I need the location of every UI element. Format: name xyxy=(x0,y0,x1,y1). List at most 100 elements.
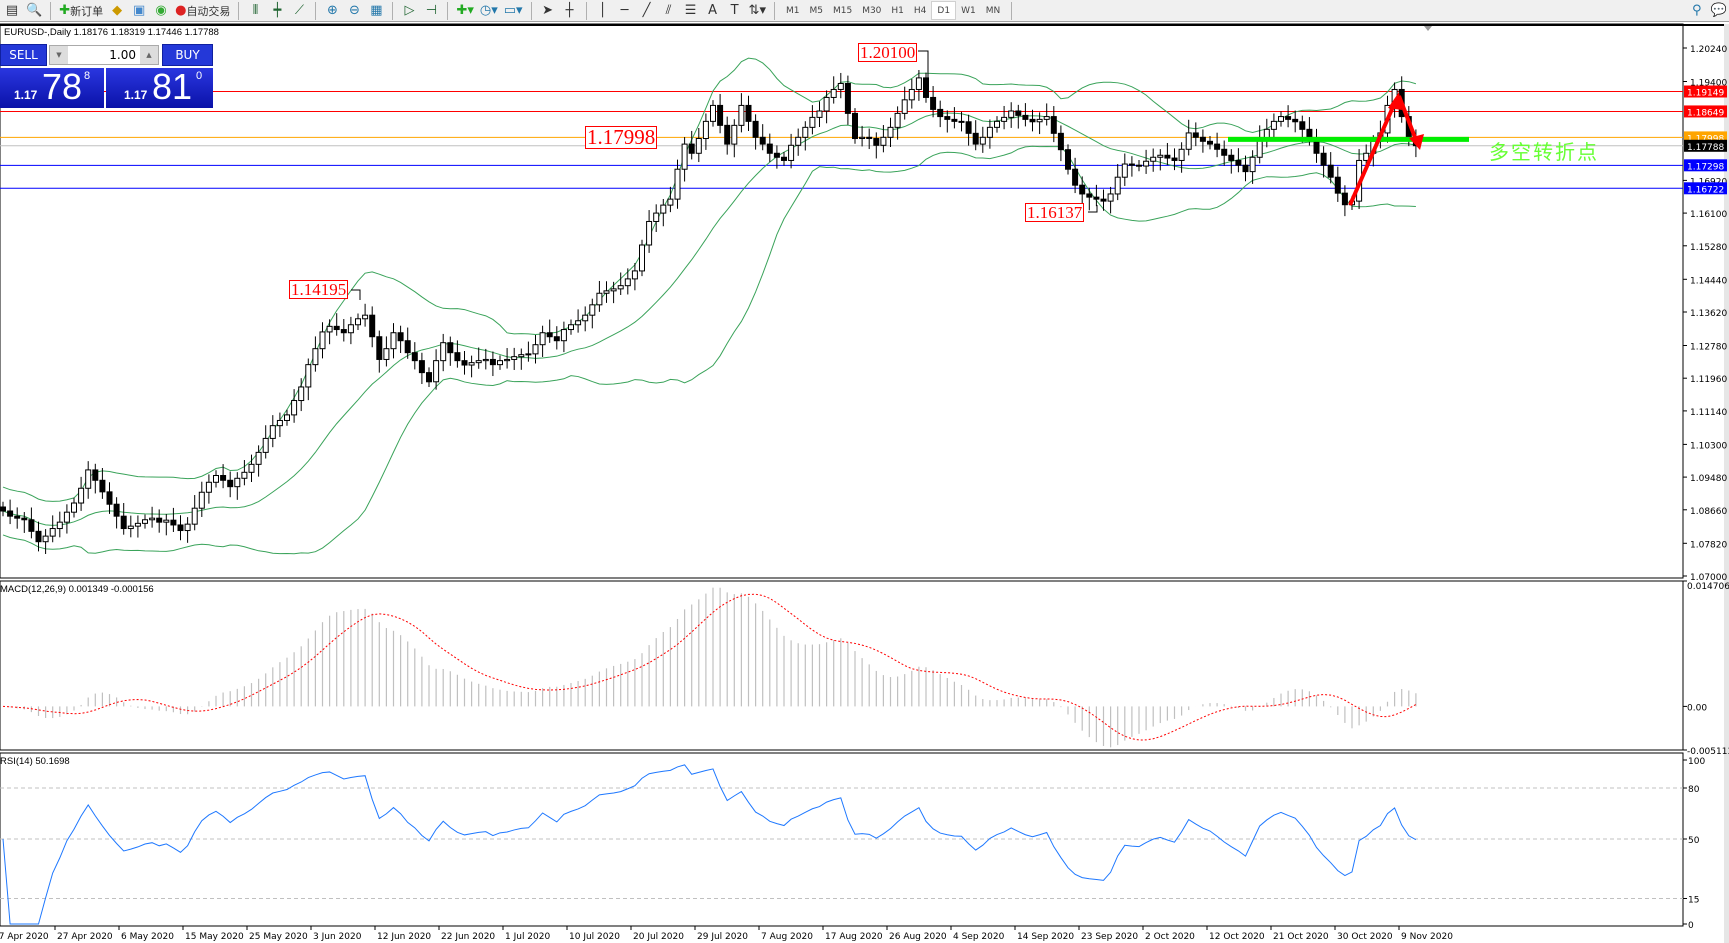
lot-size-input[interactable]: 1.00 xyxy=(109,48,136,62)
candlestick xyxy=(440,333,447,372)
mid-high-price-label[interactable]: 1.14195 xyxy=(289,280,349,299)
candlestick xyxy=(617,272,624,296)
candle-body xyxy=(262,437,269,453)
timeframe-mn[interactable]: MN xyxy=(985,5,1001,16)
candlestick xyxy=(1313,128,1320,163)
candlestick xyxy=(553,326,560,350)
chart-shift-icon[interactable]: ⊣ xyxy=(425,3,438,18)
equidistant-channel-icon[interactable]: ⫽ xyxy=(665,3,672,18)
auto-trading-button[interactable]: ● 自动交易 xyxy=(173,1,232,20)
candlestick xyxy=(92,463,99,494)
templates-icon[interactable]: ▭▾ xyxy=(503,3,523,18)
pivot-text-label[interactable]: 多空转折点 xyxy=(1489,140,1599,164)
candle-body xyxy=(553,336,560,342)
candle-body xyxy=(837,82,844,90)
candle-body xyxy=(404,340,411,354)
candle-body xyxy=(915,77,922,90)
timeframe-m30[interactable]: M30 xyxy=(862,5,882,16)
timeframe-w1[interactable]: W1 xyxy=(961,5,976,16)
candle-body xyxy=(1299,121,1306,130)
candlestick xyxy=(518,348,525,370)
candlestick xyxy=(497,355,503,370)
candlestick xyxy=(191,495,198,531)
candle-body xyxy=(681,143,688,170)
candlestick xyxy=(21,512,28,533)
horizontal-line-icon[interactable]: ─ xyxy=(620,3,629,18)
signals-icon[interactable]: ◉ xyxy=(155,3,167,18)
candle-body xyxy=(284,414,290,421)
lot-decrease-icon[interactable]: ▼ xyxy=(50,46,68,64)
crosshair-icon[interactable]: ┼ xyxy=(565,3,574,18)
zoom-in-icon[interactable]: ⊕ xyxy=(326,3,338,18)
candlestick xyxy=(333,313,340,336)
candlestick xyxy=(596,280,603,312)
candle-body xyxy=(994,120,1000,128)
right-scrollbar[interactable] xyxy=(1724,24,1729,943)
autoscroll-icon[interactable]: ▷ xyxy=(404,3,415,18)
buy-button[interactable]: BUY xyxy=(162,44,213,66)
line-chart-icon[interactable]: ⟋ xyxy=(294,3,304,18)
candlestick xyxy=(1171,148,1178,171)
price-tag-label: 1.17998 xyxy=(1687,134,1724,144)
date-tick-label: 29 Jul 2020 xyxy=(697,932,748,942)
lot-size-stepper[interactable]: ▼ 1.00 ▲ xyxy=(49,45,159,65)
price-tag-label: 1.17788 xyxy=(1687,143,1724,153)
candle-body xyxy=(1022,114,1029,120)
candlestick xyxy=(603,281,610,303)
bar-chart-icon[interactable]: ⫴ xyxy=(252,3,259,18)
market-watch-icon[interactable]: ▤ xyxy=(5,3,19,18)
zoom-out-icon[interactable]: ⊖ xyxy=(348,3,360,18)
chat-icon[interactable]: 💬 xyxy=(1710,3,1727,18)
chart-window[interactable] xyxy=(0,24,1726,943)
terminal-icon[interactable]: ▣ xyxy=(132,3,146,18)
fibonacci-icon[interactable]: ☰ xyxy=(684,3,697,18)
date-tick-label: 14 Sep 2020 xyxy=(1017,932,1074,942)
timeframe-d1[interactable]: D1 xyxy=(931,1,957,20)
low-price-label[interactable]: 1.16137 xyxy=(1025,203,1085,222)
timeframe-h4[interactable]: H4 xyxy=(913,5,927,16)
candlestick xyxy=(142,514,148,529)
text-label-icon[interactable]: T xyxy=(730,3,739,18)
arrows-icon[interactable]: ⇅▾ xyxy=(748,3,766,18)
candlestick xyxy=(710,100,716,127)
timeframe-m1[interactable]: M1 xyxy=(785,5,800,16)
candle-body xyxy=(113,503,120,517)
cursor-icon[interactable]: ➤ xyxy=(542,3,553,18)
candlestick xyxy=(276,412,283,438)
vertical-line-icon[interactable]: │ xyxy=(598,3,607,18)
metaeditor-icon[interactable]: ◆ xyxy=(112,3,123,18)
candle-body xyxy=(198,491,205,509)
candlestick xyxy=(163,514,170,536)
candle-body xyxy=(646,220,653,246)
bid-price-tile[interactable]: 1.17 78 8 xyxy=(0,66,104,108)
candlestick xyxy=(1263,118,1270,148)
tile-windows-icon[interactable]: ▦ xyxy=(370,3,383,18)
indicators-icon[interactable]: ✚▾ xyxy=(456,3,474,18)
periods-icon[interactable]: ◷▾ xyxy=(479,3,498,18)
candle-body xyxy=(1008,110,1015,118)
candlestick-icon[interactable]: ┿ xyxy=(273,3,282,18)
navigator-icon[interactable]: 🔍 xyxy=(26,3,43,18)
timeframe-m15[interactable]: M15 xyxy=(832,5,853,16)
candle-body xyxy=(191,507,198,525)
date-tick-label: 21 Oct 2020 xyxy=(1273,932,1329,942)
timeframe-m5[interactable]: M5 xyxy=(809,5,823,16)
trendline-icon[interactable]: ╱ xyxy=(642,3,651,18)
timeframe-h1[interactable]: H1 xyxy=(891,5,904,16)
sell-button[interactable]: SELL xyxy=(0,44,47,66)
candlestick xyxy=(71,497,77,518)
candlestick xyxy=(1015,104,1022,129)
new-order-button[interactable]: ✚ 新订单 xyxy=(57,1,105,20)
lot-increase-icon[interactable]: ▲ xyxy=(140,46,158,64)
ask-big-digits: 81 xyxy=(152,66,193,107)
level-price-label[interactable]: 1.17998 xyxy=(585,125,658,149)
ask-price-tile[interactable]: 1.17 81 0 xyxy=(106,66,213,108)
candle-body xyxy=(830,88,837,98)
candle-body xyxy=(880,136,887,146)
search-icon[interactable]: ⚲ xyxy=(1692,3,1702,18)
text-icon[interactable]: A xyxy=(708,3,717,18)
high-price-label[interactable]: 1.20100 xyxy=(858,43,918,62)
candlestick xyxy=(120,503,127,535)
macd-signal-line xyxy=(2,593,1417,741)
